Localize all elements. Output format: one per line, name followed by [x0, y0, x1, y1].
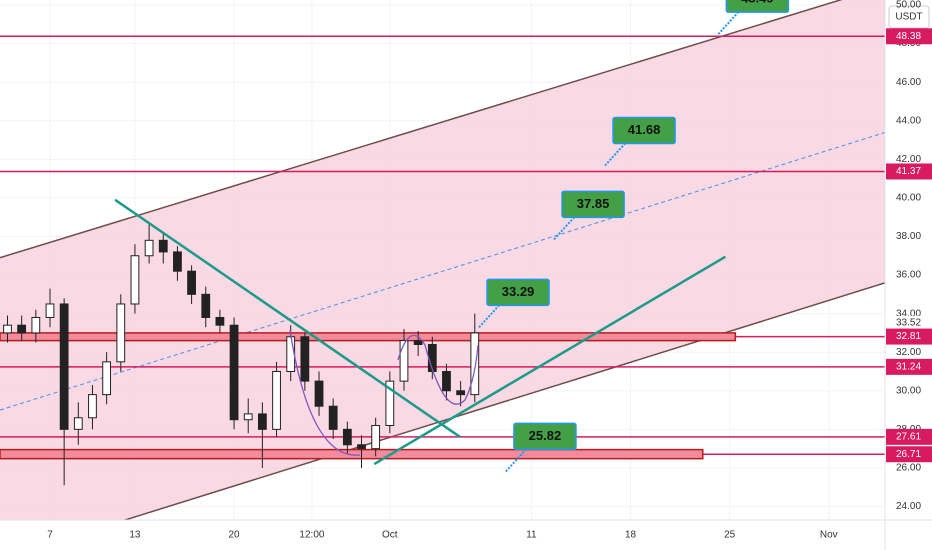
level-label: 32.81: [896, 331, 921, 342]
candle-body: [456, 390, 466, 396]
annotation-label: 25.82: [529, 428, 562, 443]
trend-line: [373, 255, 727, 466]
candle-body: [201, 293, 211, 318]
candle-body: [3, 324, 12, 334]
y-tick-label: 34.00: [896, 308, 921, 319]
y-tick-label: 26.00: [896, 463, 921, 474]
annotation-box: [725, 0, 790, 13]
candle-body: [357, 444, 366, 450]
candle-body: [243, 413, 253, 421]
candle-body: [272, 370, 281, 430]
x-tick-label: 18: [625, 530, 637, 541]
currency: USDT: [895, 12, 922, 23]
candle-body: [229, 324, 239, 421]
level-label: 27.61: [896, 432, 921, 443]
level-label-box: [886, 358, 932, 375]
level-label: 31.24: [896, 361, 921, 372]
y-tick-label: 32.00: [896, 347, 921, 358]
candle-body: [17, 324, 27, 334]
annotation-pointer: [478, 304, 500, 328]
candle-body: [470, 332, 480, 396]
x-tick-label: Oct: [382, 530, 398, 541]
x-tick-label: 12:00: [299, 530, 324, 541]
annotation-box: [561, 190, 625, 219]
candle-body: [173, 251, 182, 272]
candle-body: [158, 239, 168, 253]
y-tick-label: 38.00: [896, 231, 921, 242]
level-label-box: [886, 446, 932, 463]
y-tick-label: 44.00: [896, 115, 921, 126]
candle-body: [342, 428, 352, 446]
candle-body: [130, 255, 140, 305]
annotation-label: 37.85: [577, 196, 610, 211]
annotation-box: [612, 116, 676, 145]
annotation-label: 48.49: [741, 0, 774, 6]
annotation-pointer: [505, 448, 527, 473]
candle-body: [371, 424, 381, 450]
candle-body: [116, 303, 126, 363]
y-tick-label: 46.00: [896, 77, 921, 88]
candle-body: [413, 340, 423, 345]
currency-box: [888, 5, 930, 29]
x-tick-label: 7: [47, 530, 53, 541]
level-label: 48.38: [896, 31, 921, 42]
y-tick-label: 40.00: [896, 193, 921, 204]
candle-body: [73, 417, 83, 430]
zone: [0, 448, 704, 460]
level-label-box: [886, 428, 932, 445]
x-tick-label: 13: [129, 530, 141, 541]
candle-body: [257, 413, 267, 430]
y-tick-label: 30.00: [896, 385, 921, 396]
level-label: 41.37: [896, 166, 921, 177]
x-tick-label: 20: [229, 530, 241, 541]
candle-body: [59, 303, 69, 430]
x-tick-label: Nov: [820, 530, 838, 541]
candle-body: [45, 303, 55, 318]
pattern-curve: [289, 329, 479, 456]
plot-area: 48.49 41.68 37.85 33.29 25.82: [0, 0, 885, 520]
candle-body: [399, 340, 409, 382]
candle-body: [102, 361, 112, 396]
candle-body: [144, 239, 154, 257]
level-label-box: [886, 328, 932, 345]
candle-body: [300, 336, 310, 382]
annotation-label: 33.29: [502, 284, 535, 299]
candle-body: [442, 370, 451, 392]
annotation-box: [513, 422, 577, 451]
annotation-label: 41.68: [628, 122, 661, 137]
annotation-pointer: [717, 11, 740, 35]
channel-line: [0, 0, 843, 259]
candle-body: [215, 316, 225, 326]
candle-body: [328, 405, 338, 430]
level-label: 26.71: [896, 449, 921, 460]
annotation-pointer: [553, 216, 575, 241]
level-label-box: [886, 163, 932, 180]
x-tick-label: 11: [526, 530, 537, 541]
y-tick-label: 50.00: [896, 0, 921, 11]
y-tick-label: 36.00: [896, 270, 921, 281]
trend-line: [114, 198, 461, 439]
level-label-box: [886, 28, 932, 45]
candle-body: [314, 380, 324, 407]
candle-body: [286, 336, 296, 372]
annotation-pointer: [604, 142, 626, 167]
y-tick-label: 24.00: [896, 501, 921, 512]
channel-line: [122, 282, 885, 520]
current-price: 33.52: [896, 318, 921, 329]
candle-body: [31, 316, 41, 334]
channel-midline: [0, 131, 885, 411]
annotation-box: [486, 278, 550, 307]
y-tick-label: 42.00: [896, 154, 921, 165]
candle-body: [88, 394, 97, 419]
candle-body: [385, 380, 395, 426]
candle-body: [187, 270, 196, 295]
zone: [0, 332, 737, 342]
x-tick-label: 25: [724, 530, 736, 541]
